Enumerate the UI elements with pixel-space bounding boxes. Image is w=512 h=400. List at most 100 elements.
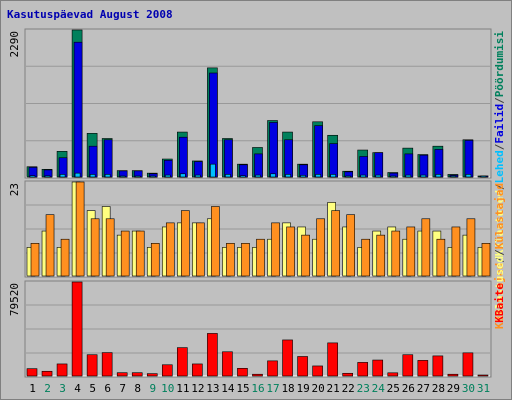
- bottom-bar-kbaite-day6: [101, 352, 113, 377]
- bottom-bar-kbaite-day28: [432, 355, 444, 377]
- x-tick-label: 11: [176, 382, 189, 395]
- top-legend: Külastajad/Külastused/Lehed/Failid/Pöörd…: [493, 31, 506, 329]
- middle-bar-klastajad-day11: [181, 210, 190, 277]
- top-bar-lehed-day10: [164, 174, 171, 178]
- legend-entry: /: [493, 143, 506, 150]
- x-tick-label: 28: [432, 382, 445, 395]
- top-bar-lehed-day25: [390, 175, 397, 178]
- x-tick-label: 31: [477, 382, 490, 395]
- bottom-bar-kbaite-day2: [41, 370, 53, 377]
- middle-bar-klastajad-day14: [226, 243, 235, 277]
- top-bar-failid-day14: [224, 139, 233, 178]
- middle-bar-klastajad-day30: [466, 218, 476, 277]
- x-tick-label: 23: [357, 382, 370, 395]
- bottom-bar-kbaite-day5: [86, 354, 98, 377]
- middle-bar-klastajad-day29: [451, 226, 461, 277]
- middle-bar-klastajad-day19: [301, 234, 310, 277]
- top-bar-lehed-day14: [225, 174, 231, 178]
- top-bar-lehed-day28: [435, 174, 442, 178]
- top-bar-lehed-day27: [420, 174, 427, 178]
- bottom-bar-kbaite-day4: [71, 281, 83, 377]
- top-bar-lehed-day18: [285, 174, 291, 178]
- top-bar-failid-day13: [209, 72, 218, 178]
- x-tick-label: 25: [387, 382, 400, 395]
- bottom-bar-kbaite-day24: [372, 359, 384, 377]
- middle-bar-klastajad-day22: [346, 214, 355, 277]
- middle-bar-klastajad-day28: [436, 238, 446, 277]
- x-tick-label: 3: [59, 382, 66, 395]
- top-bar-failid-day30: [464, 140, 474, 178]
- bottom-bar-kbaite-day15: [237, 368, 248, 377]
- middle-bar-klastajad-day25: [391, 230, 401, 277]
- top-bar-failid-day23: [359, 156, 369, 178]
- middle-bar-klastajad-day2: [45, 214, 55, 277]
- bottom-bar-kbaite-day17: [267, 360, 278, 377]
- middle-legend: Külastused/Külastajad: [493, 183, 506, 322]
- top-bar-failid-day24: [374, 152, 384, 178]
- bottom-bar-kbaite-day31: [477, 374, 489, 377]
- legend-entry: Pöördumisi: [493, 31, 506, 98]
- top-bar-lehed-day21: [330, 174, 336, 178]
- top-bar-failid-day12: [194, 161, 203, 178]
- top-bar-failid-day26: [404, 153, 414, 178]
- bottom-bar-kbaite-day8: [131, 372, 143, 377]
- legend-entry: Külastused: [493, 256, 506, 322]
- x-tick-label: 13: [206, 382, 219, 395]
- bottom-bar-kbaite-day16: [252, 373, 263, 377]
- bottom-bar-kbaite-day14: [222, 351, 233, 377]
- top-ymax-label: 2290: [8, 31, 21, 58]
- middle-bar-klastajad-day20: [316, 218, 325, 277]
- x-tick-label: 21: [327, 382, 340, 395]
- middle-bar-klastajad-day18: [286, 226, 295, 277]
- x-tick-label: 29: [447, 382, 460, 395]
- top-bar-lehed-day12: [195, 174, 201, 178]
- x-tick-label: 17: [266, 382, 279, 395]
- top-bar-lehed-day16: [255, 174, 261, 178]
- x-tick-label: 15: [236, 382, 249, 395]
- bottom-bar-kbaite-day25: [387, 372, 399, 377]
- middle-bar-klastajad-day23: [361, 238, 371, 277]
- x-tick-label: 14: [221, 382, 235, 395]
- top-bar-lehed-day2: [44, 175, 51, 178]
- x-tick-label: 8: [134, 382, 141, 395]
- middle-bar-klastajad-day10: [165, 222, 175, 277]
- top-bar-failid-day28: [434, 149, 444, 178]
- top-bar-lehed-day19: [300, 175, 306, 178]
- x-tick-label: 26: [402, 382, 415, 395]
- middle-bar-klastajad-day9: [150, 243, 160, 277]
- top-bar-lehed-day24: [375, 174, 382, 178]
- top-bar-lehed-day20: [315, 174, 321, 178]
- x-tick-label: 10: [161, 382, 174, 395]
- top-bar-lehed-day23: [360, 174, 367, 178]
- top-bar-lehed-day26: [405, 174, 412, 178]
- x-tick-label: 9: [149, 382, 156, 395]
- top-bar-lehed-day7: [119, 175, 126, 178]
- top-bar-failid-day15: [239, 164, 248, 178]
- bottom-bar-kbaite-day13: [207, 333, 218, 377]
- x-tick-label: 27: [417, 382, 430, 395]
- legend-entry: Külastajad: [493, 263, 506, 329]
- top-bar-failid-day27: [419, 154, 429, 178]
- top-bar-lehed-day13: [210, 163, 216, 178]
- middle-bar-klastajad-day8: [135, 230, 145, 277]
- top-bar-lehed-day29: [450, 175, 457, 178]
- bottom-bar-kbaite-day21: [327, 342, 338, 377]
- bottom-bar-kbaite-day19: [297, 356, 308, 377]
- bottom-bar-kbaite-day27: [417, 360, 429, 377]
- middle-bar-klastajad-day5: [90, 218, 100, 277]
- legend-entry: Failid: [493, 104, 506, 144]
- middle-bar-klastajad-day4: [75, 181, 85, 277]
- top-bar-lehed-day1: [29, 175, 36, 178]
- x-tick-label: 19: [296, 382, 309, 395]
- bottom-bar-kbaite-day1: [26, 368, 38, 377]
- bottom-bar-kbaite-day18: [282, 339, 293, 377]
- legend-entry: Lehed: [493, 150, 506, 183]
- middle-bar-klastajad-day27: [421, 218, 431, 277]
- legend-entry: KBaite: [493, 283, 506, 323]
- top-bar-failid-day18: [284, 139, 293, 178]
- legend-entry: /: [493, 183, 506, 190]
- x-tick-label: 16: [251, 382, 264, 395]
- top-bar-lehed-day9: [149, 175, 156, 178]
- bottom-bar-kbaite-day20: [312, 365, 323, 377]
